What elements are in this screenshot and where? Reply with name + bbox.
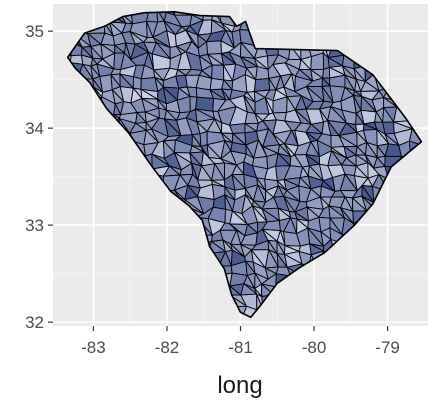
census-tract bbox=[211, 64, 225, 81]
y-tick-label: 34 bbox=[25, 119, 44, 138]
x-tick-label: -83 bbox=[81, 338, 106, 357]
x-tick-label: -82 bbox=[155, 338, 180, 357]
census-tract bbox=[428, 1, 432, 13]
y-axis: 32 33 34 35 bbox=[25, 22, 53, 332]
census-tract bbox=[229, 123, 246, 134]
census-tract bbox=[428, 129, 432, 147]
state-border bbox=[66, 11, 423, 319]
x-axis-title: long bbox=[217, 372, 262, 399]
x-axis: -83 -82 -81 -80 -79 bbox=[81, 326, 400, 357]
x-tick-label: -81 bbox=[228, 338, 253, 357]
census-tract bbox=[322, 66, 331, 79]
census-tract bbox=[427, 155, 432, 168]
x-tick-label: -80 bbox=[302, 338, 327, 357]
census-tract bbox=[382, 121, 395, 135]
y-tick-label: 32 bbox=[25, 313, 44, 332]
y-tick-label: 35 bbox=[25, 22, 44, 41]
y-tick-label: 33 bbox=[25, 216, 44, 235]
census-tract bbox=[427, 143, 432, 159]
census-tract bbox=[206, 40, 222, 55]
census-tract bbox=[427, 155, 432, 168]
census-tract bbox=[253, 77, 271, 92]
census-tract bbox=[199, 131, 208, 147]
census-tract bbox=[428, 265, 432, 276]
census-tract bbox=[428, 265, 432, 278]
census-tract bbox=[428, 110, 432, 122]
census-tract bbox=[428, 219, 432, 235]
census-tract bbox=[428, 256, 432, 268]
census-tract bbox=[132, 76, 142, 90]
census-tract bbox=[428, 118, 432, 134]
x-tick-label: -79 bbox=[375, 338, 400, 357]
census-tract bbox=[428, 207, 432, 222]
